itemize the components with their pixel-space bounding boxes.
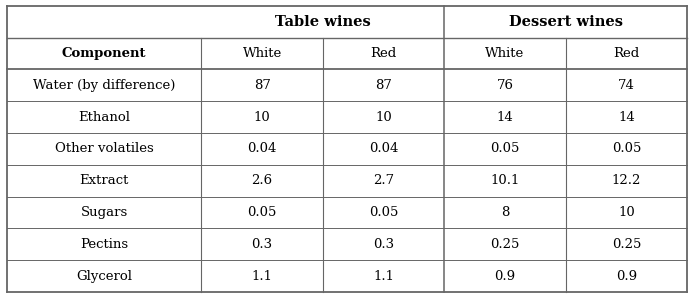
Text: 1.1: 1.1 [251, 270, 273, 283]
Text: Red: Red [371, 47, 396, 60]
Text: Pectins: Pectins [80, 238, 128, 251]
Text: 0.3: 0.3 [251, 238, 273, 251]
Text: White: White [242, 47, 282, 60]
Text: Extract: Extract [79, 174, 129, 187]
Text: 12.2: 12.2 [611, 174, 641, 187]
Text: 0.9: 0.9 [494, 270, 516, 283]
Text: 10.1: 10.1 [490, 174, 520, 187]
Text: 0.3: 0.3 [373, 238, 394, 251]
Text: Glycerol: Glycerol [76, 270, 132, 283]
Text: 0.05: 0.05 [490, 142, 520, 155]
Text: 1.1: 1.1 [373, 270, 394, 283]
Text: 8: 8 [501, 206, 509, 219]
Text: Other volatiles: Other volatiles [55, 142, 153, 155]
Text: 87: 87 [375, 79, 392, 92]
Text: 14: 14 [496, 111, 514, 124]
Text: 0.05: 0.05 [611, 142, 641, 155]
Text: 74: 74 [618, 79, 635, 92]
Text: 87: 87 [253, 79, 271, 92]
Text: 10: 10 [375, 111, 392, 124]
Text: Table wines: Table wines [275, 15, 371, 29]
Text: 10: 10 [254, 111, 271, 124]
Text: Ethanol: Ethanol [78, 111, 130, 124]
Text: 14: 14 [618, 111, 635, 124]
Text: Dessert wines: Dessert wines [509, 15, 623, 29]
Text: Component: Component [62, 47, 146, 60]
Text: 2.6: 2.6 [251, 174, 273, 187]
Text: Sugars: Sugars [81, 206, 128, 219]
Text: 76: 76 [496, 79, 514, 92]
Text: 0.25: 0.25 [490, 238, 520, 251]
Text: 0.04: 0.04 [247, 142, 277, 155]
Text: 0.25: 0.25 [611, 238, 641, 251]
Text: White: White [485, 47, 525, 60]
Text: 0.05: 0.05 [247, 206, 277, 219]
Text: Red: Red [613, 47, 639, 60]
Text: 2.7: 2.7 [373, 174, 394, 187]
Text: 0.05: 0.05 [369, 206, 398, 219]
Text: 10: 10 [618, 206, 635, 219]
Text: Water (by difference): Water (by difference) [33, 79, 176, 92]
Text: 0.04: 0.04 [369, 142, 398, 155]
Text: 0.9: 0.9 [616, 270, 637, 283]
